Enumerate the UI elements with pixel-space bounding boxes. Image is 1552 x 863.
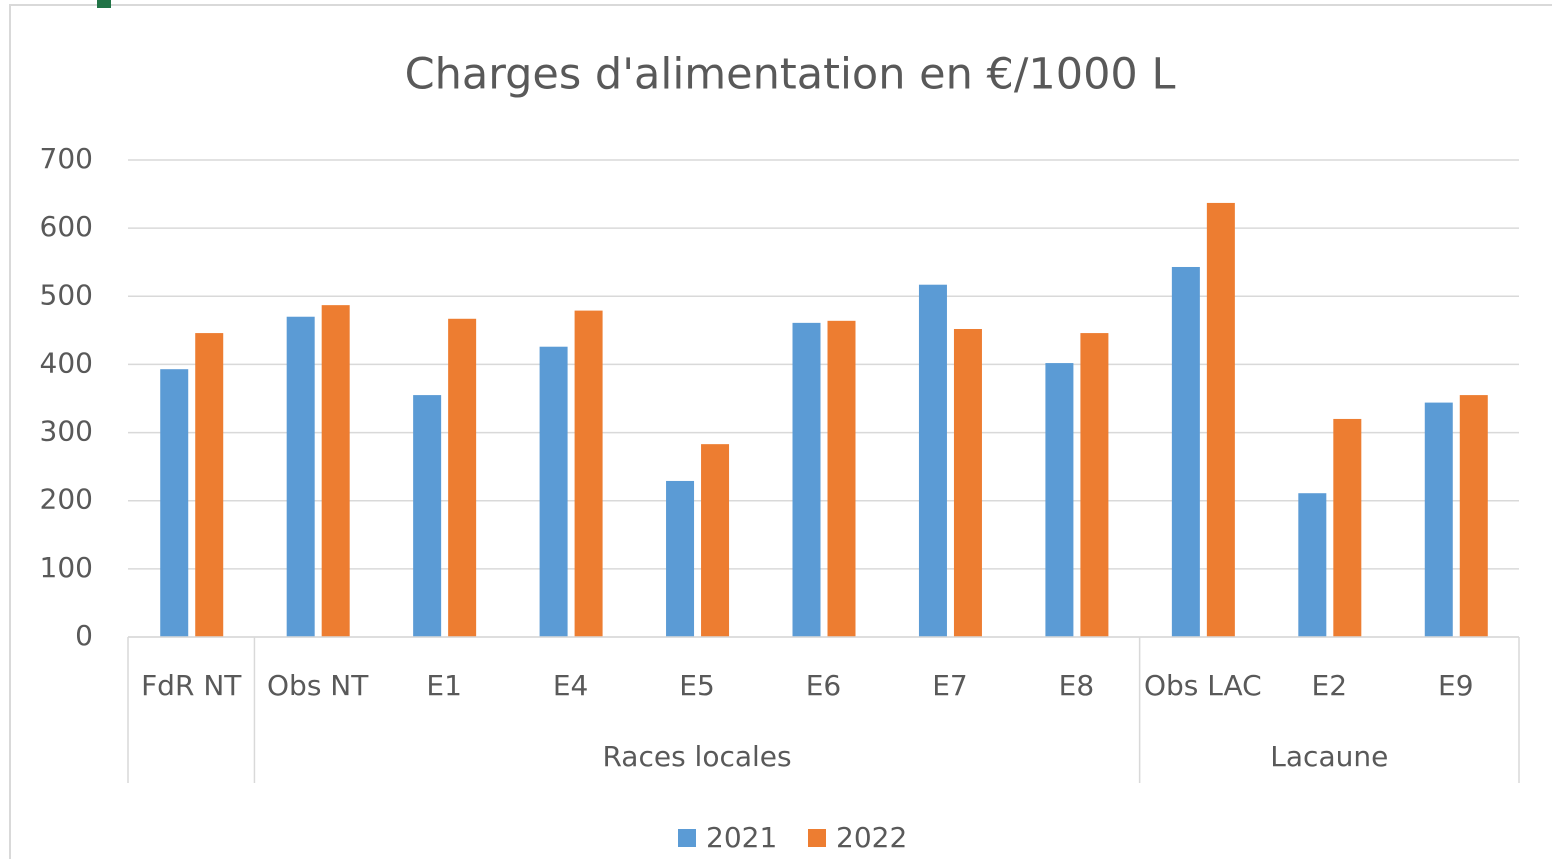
x-tick-label: E4 <box>553 669 589 702</box>
bar <box>953 328 982 637</box>
y-tick-label: 200 <box>40 483 93 516</box>
y-tick-label: 400 <box>40 346 93 379</box>
bar <box>701 444 730 637</box>
y-tick-label: 100 <box>40 551 93 584</box>
corner-marker <box>97 0 111 8</box>
x-tick-label: Obs LAC <box>1144 669 1262 702</box>
y-tick-label: 700 <box>40 142 93 175</box>
bar <box>1298 493 1327 637</box>
x-tick-label: E8 <box>1059 669 1095 702</box>
bar <box>1424 402 1453 637</box>
bar <box>918 284 947 637</box>
legend-swatch <box>678 829 696 847</box>
bar <box>539 346 568 637</box>
x-tick-label: E2 <box>1312 669 1348 702</box>
bar <box>413 395 442 637</box>
x-tick-label: Obs NT <box>267 669 369 702</box>
x-tick-label: E6 <box>806 669 842 702</box>
x-tick-label: E1 <box>426 669 462 702</box>
legend-label: 2021 <box>706 821 777 854</box>
bar <box>666 480 695 637</box>
group-label: Races locales <box>602 740 791 773</box>
y-tick-label: 0 <box>75 619 93 652</box>
bar <box>792 322 821 637</box>
bar <box>1080 333 1109 637</box>
legend-label: 2022 <box>836 821 907 854</box>
bar <box>1045 363 1074 637</box>
chart-border <box>9 4 1552 863</box>
bar <box>1459 395 1488 637</box>
bar <box>1171 266 1200 637</box>
bar <box>448 318 477 637</box>
y-tick-label: 600 <box>40 210 93 243</box>
x-tick-label: E5 <box>679 669 715 702</box>
group-label: Lacaune <box>1270 740 1388 773</box>
x-tick-label: FdR NT <box>141 669 242 702</box>
legend-swatch <box>808 829 826 847</box>
bar <box>1206 202 1235 637</box>
bar <box>321 305 350 637</box>
bar <box>286 316 315 637</box>
chart-title: Charges d'alimentation en €/1000 L <box>405 50 1176 100</box>
bar <box>1333 418 1362 637</box>
bar <box>195 333 224 637</box>
x-tick-label: E7 <box>932 669 968 702</box>
y-tick-label: 300 <box>40 415 93 448</box>
bar <box>574 310 603 637</box>
bar <box>160 369 189 637</box>
x-tick-label: E9 <box>1438 669 1474 702</box>
bar <box>827 320 856 637</box>
y-tick-label: 500 <box>40 278 93 311</box>
